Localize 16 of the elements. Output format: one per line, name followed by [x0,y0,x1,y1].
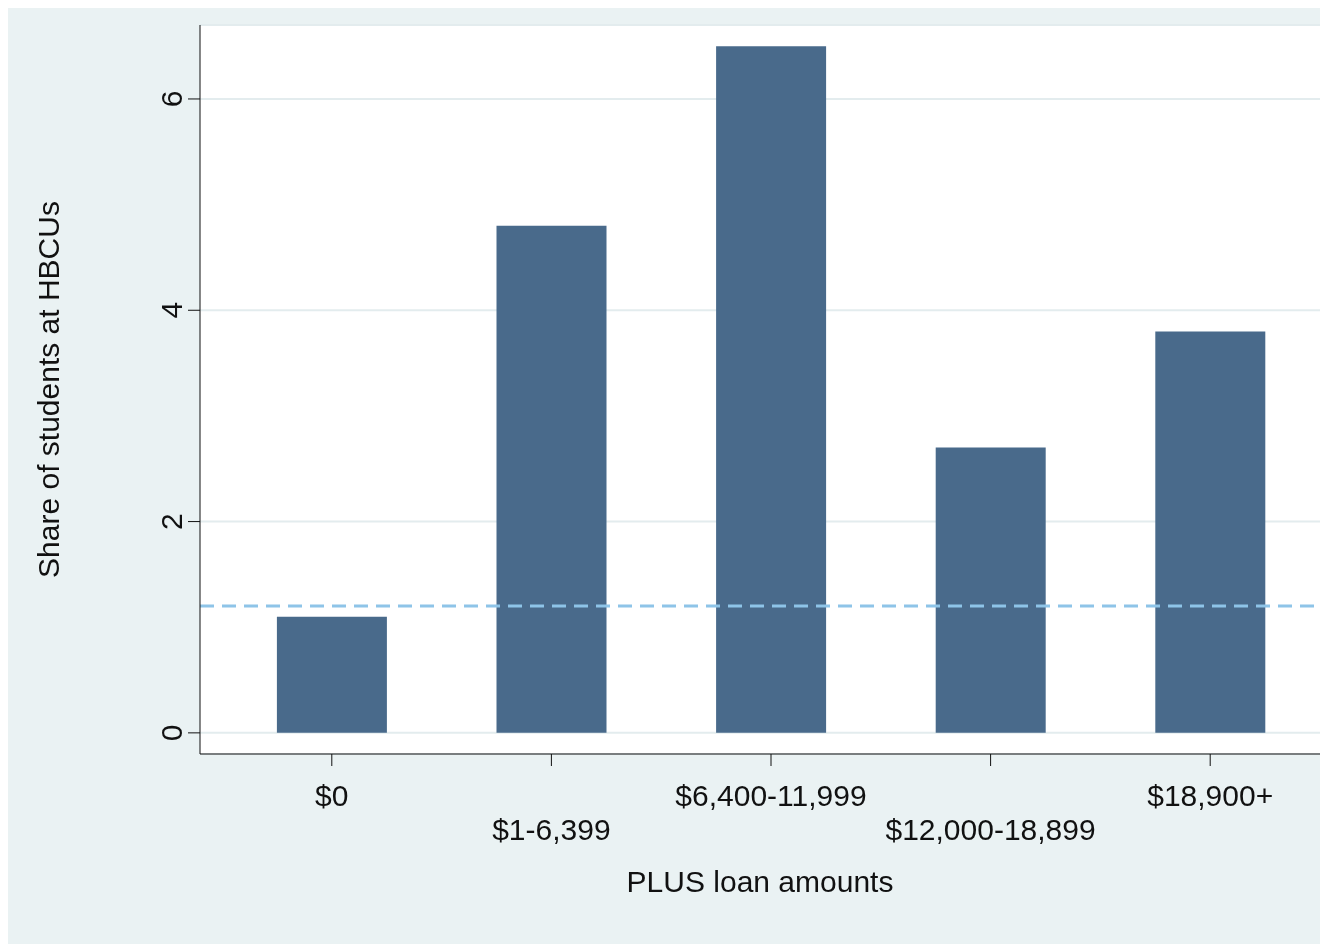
y-tick-label: 2 [155,513,188,530]
y-axis-title: Share of students at HBCUs [31,201,65,578]
bar [716,46,827,733]
x-axis-title: PLUS loan amounts [626,865,894,898]
x-tick-label: $6,400-11,999 [675,778,867,812]
y-tick-label: 4 [155,301,188,319]
bar [1155,331,1266,733]
bar [935,447,1046,733]
y-tick-label: 6 [155,90,188,108]
x-tick-label: $12,000-18,899 [885,812,1096,846]
bar [496,225,607,733]
bar [276,616,387,733]
x-tick-label: $18,900+ [1147,778,1274,812]
x-tick-label: $1-6,399 [492,812,611,846]
y-tick-label: 0 [155,724,188,742]
x-tick-label: $0 [315,778,349,812]
